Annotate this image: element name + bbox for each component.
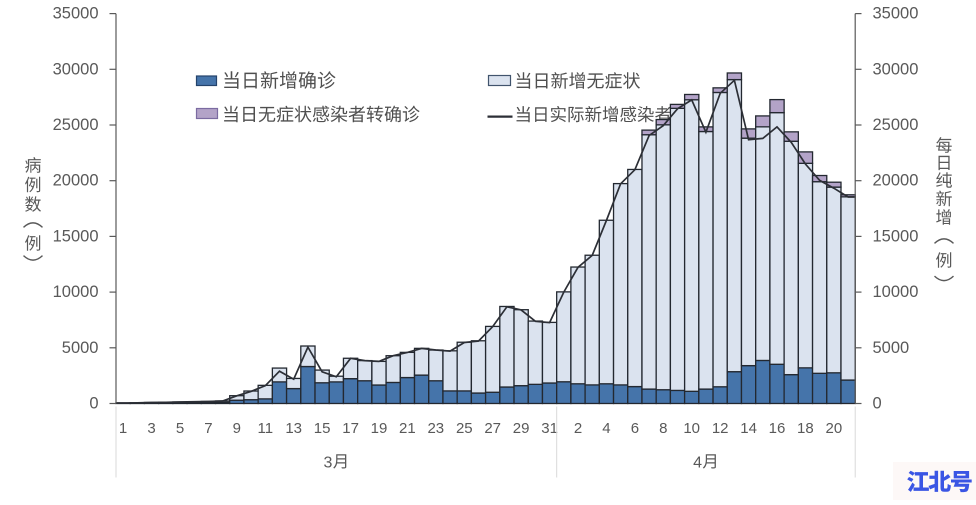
svg-text:25000: 25000 bbox=[873, 116, 919, 134]
svg-text:29: 29 bbox=[513, 420, 530, 437]
svg-text:5: 5 bbox=[176, 420, 184, 437]
svg-text:13: 13 bbox=[285, 420, 302, 437]
svg-text:30000: 30000 bbox=[873, 60, 919, 78]
svg-text:14: 14 bbox=[740, 420, 757, 437]
svg-text:10000: 10000 bbox=[873, 283, 919, 301]
svg-text:6: 6 bbox=[631, 420, 639, 437]
svg-text:10: 10 bbox=[683, 420, 700, 437]
svg-text:25000: 25000 bbox=[53, 116, 99, 134]
svg-text:1: 1 bbox=[119, 420, 127, 437]
svg-text:2: 2 bbox=[574, 420, 582, 437]
svg-text:30000: 30000 bbox=[53, 60, 99, 78]
svg-text:3: 3 bbox=[324, 454, 333, 471]
svg-text:19: 19 bbox=[371, 420, 388, 437]
svg-text:35000: 35000 bbox=[873, 5, 919, 23]
svg-text:5000: 5000 bbox=[62, 339, 99, 357]
svg-text:20: 20 bbox=[826, 420, 843, 437]
svg-text:15000: 15000 bbox=[53, 227, 99, 245]
svg-text:0: 0 bbox=[89, 395, 98, 413]
svg-text:25: 25 bbox=[456, 420, 473, 437]
svg-text:10000: 10000 bbox=[53, 283, 99, 301]
svg-text:21: 21 bbox=[399, 420, 416, 437]
svg-text:11: 11 bbox=[258, 420, 274, 437]
svg-text:17: 17 bbox=[342, 420, 359, 437]
svg-text:4: 4 bbox=[693, 454, 702, 471]
svg-text:31: 31 bbox=[541, 420, 558, 437]
svg-text:0: 0 bbox=[873, 395, 882, 413]
svg-text:16: 16 bbox=[769, 420, 786, 437]
svg-text:4: 4 bbox=[602, 420, 610, 437]
svg-text:12: 12 bbox=[712, 420, 729, 437]
svg-text:8: 8 bbox=[659, 420, 667, 437]
svg-text:7: 7 bbox=[204, 420, 212, 437]
svg-text:5000: 5000 bbox=[873, 339, 910, 357]
svg-text:27: 27 bbox=[484, 420, 501, 437]
svg-text:18: 18 bbox=[797, 420, 814, 437]
svg-text:15: 15 bbox=[314, 420, 331, 437]
svg-text:9: 9 bbox=[233, 420, 241, 437]
svg-text:20000: 20000 bbox=[873, 172, 919, 190]
svg-text:23: 23 bbox=[427, 420, 444, 437]
svg-text:20000: 20000 bbox=[53, 172, 99, 190]
svg-text:15000: 15000 bbox=[873, 227, 919, 245]
svg-text:3: 3 bbox=[147, 420, 155, 437]
svg-text:35000: 35000 bbox=[53, 5, 99, 23]
